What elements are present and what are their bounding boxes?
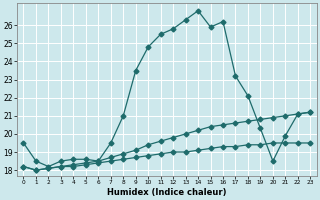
X-axis label: Humidex (Indice chaleur): Humidex (Indice chaleur) — [107, 188, 227, 197]
